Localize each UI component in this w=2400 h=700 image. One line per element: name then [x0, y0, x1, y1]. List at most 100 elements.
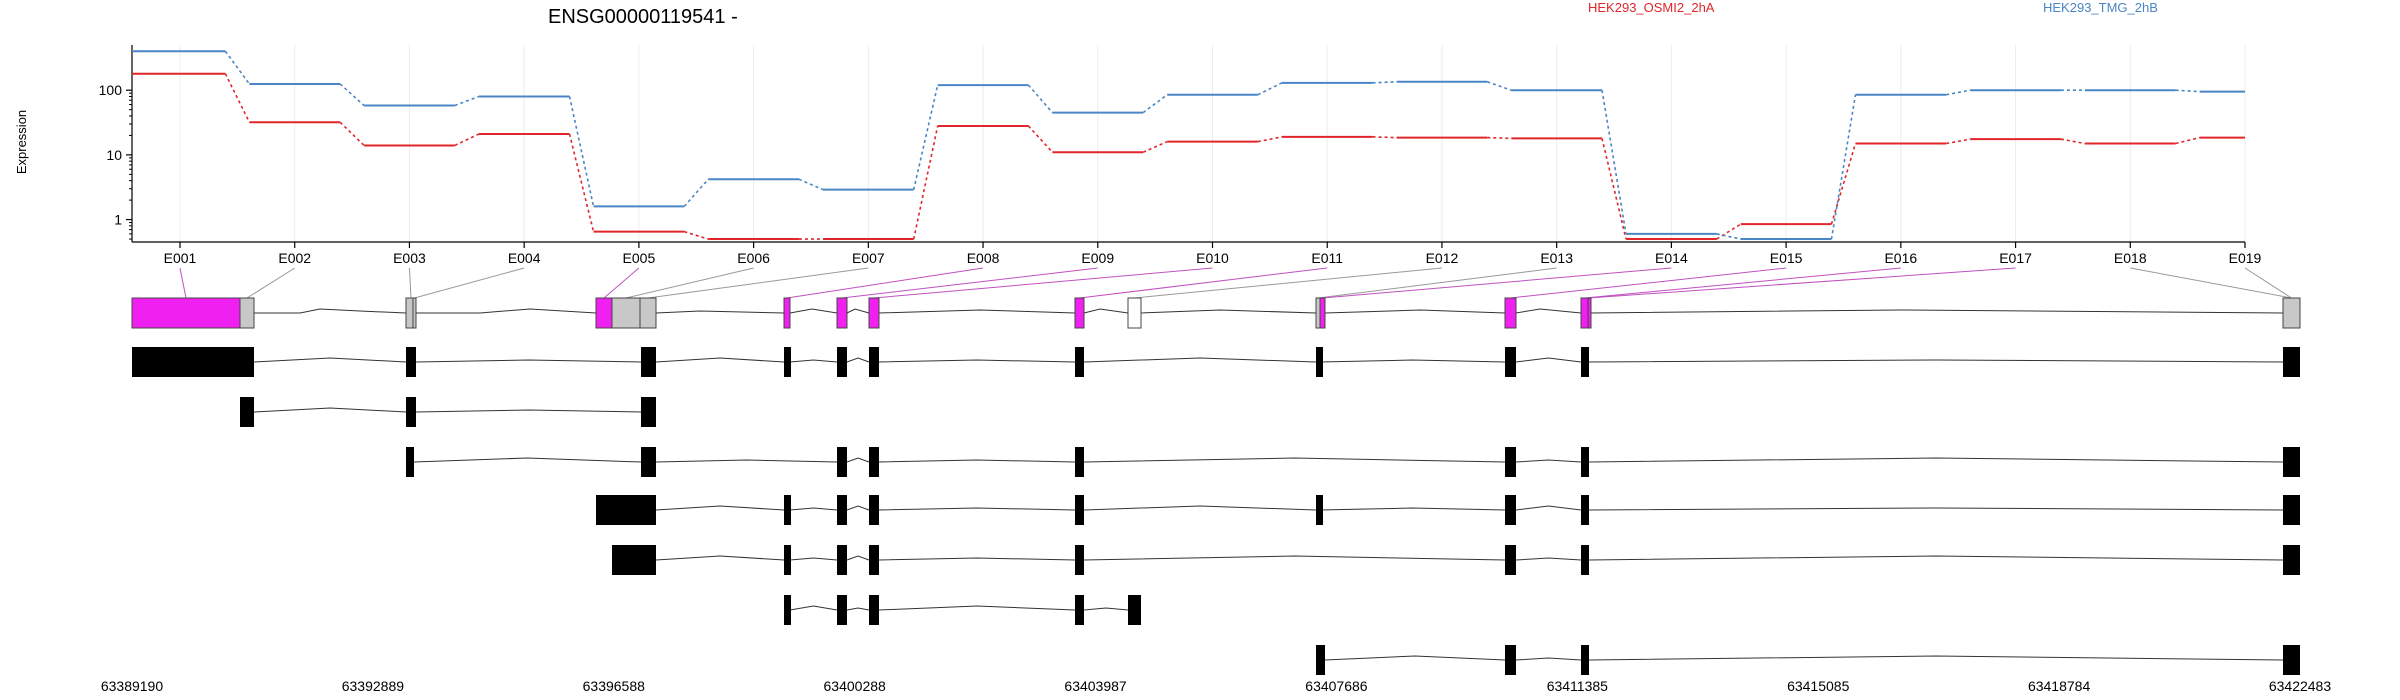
transcript-intron [655, 555, 2284, 561]
x-tick-label: E010 [1196, 250, 1229, 266]
x-tick-label: E013 [1540, 250, 1573, 266]
exon-connector [625, 267, 754, 299]
exon-connector [2244, 267, 2292, 299]
exon-connector [408, 267, 412, 299]
transcript-exon [406, 447, 414, 477]
x-tick-label: E002 [278, 250, 311, 266]
transcript-2 [240, 397, 656, 427]
transcript-7 [1316, 645, 2300, 675]
transcript-exon [869, 347, 879, 377]
exon-connector [841, 267, 1098, 299]
exon-connector [786, 267, 984, 299]
x-tick-label: E018 [2114, 250, 2147, 266]
exon-connector [414, 267, 525, 299]
transcript-exon [240, 397, 254, 427]
series-transition [224, 50, 251, 85]
exon-box [412, 297, 417, 329]
connector-layer [179, 267, 2292, 299]
series-transition [454, 95, 480, 107]
exon-connector [1134, 267, 1442, 299]
transcript-exon [1075, 595, 1084, 625]
exon-connector [246, 267, 295, 299]
transcript-exon [837, 447, 847, 477]
transcript-exon [406, 397, 416, 427]
exon-connector [1079, 267, 1328, 299]
exon-box [611, 297, 641, 329]
series-transition [798, 178, 824, 191]
transcript-exon [2283, 645, 2300, 675]
series-transition [1372, 80, 1397, 84]
x-tick-label: E009 [1081, 250, 1114, 266]
legend-label-series-2: HEK293_TMG_2hB [2043, 0, 2158, 15]
coordinate-tick-label: 63407686 [1305, 678, 1368, 694]
y-tick-label: 1 [114, 212, 122, 228]
series-transition [1716, 223, 1742, 240]
series-2 [132, 50, 2245, 241]
series-transition [1257, 82, 1283, 96]
series-transition [339, 121, 365, 147]
transcript-exon [784, 595, 791, 625]
series-transition [1257, 136, 1283, 143]
transcript-exon [1316, 495, 1323, 525]
coordinate-tick-label: 63400288 [824, 678, 887, 694]
series-1 [132, 72, 2245, 241]
transcript-exon [837, 545, 847, 575]
exon-box [595, 297, 613, 329]
series-transition [912, 125, 939, 240]
exon-map-intron-line [254, 308, 2284, 314]
transcript-exon [132, 347, 254, 377]
exon-box [1315, 297, 1321, 329]
transcript-exon [1128, 595, 1141, 625]
series-transition [1372, 136, 1397, 139]
transcript-exon [641, 397, 656, 427]
series-transition [568, 96, 595, 207]
series-transition [1716, 233, 1741, 240]
transcript-exon [406, 347, 416, 377]
transcript-exon [1075, 447, 1084, 477]
x-tick-label: E005 [623, 250, 656, 266]
series-transition [2175, 136, 2200, 145]
exon-box [1587, 297, 1592, 329]
series-transition [454, 133, 480, 147]
transcript-exon [1075, 347, 1084, 377]
transcript-exon [1581, 545, 1589, 575]
exon-connector [2130, 267, 2292, 299]
exon-box [836, 297, 848, 329]
x-tick-label: E016 [1884, 250, 1917, 266]
transcript-exon [837, 495, 847, 525]
series-transition [2175, 89, 2200, 93]
exon-connector [1584, 267, 1901, 299]
transcript-exon [2283, 545, 2300, 575]
transcript-exon [1075, 495, 1084, 525]
transcript-exon [641, 447, 656, 477]
axes-layer: 1 10 100 E001 E002 E003 E004 E005 E006 E007 E008 E0… [99, 45, 2262, 266]
series-transition [684, 230, 709, 240]
chart-title: ENSG00000119541 - [548, 6, 738, 28]
x-tick-label: E017 [1999, 250, 2032, 266]
series-transition [912, 84, 939, 190]
legend-label-series-1: HEK293_OSMI2_2hA [1588, 0, 1715, 15]
series-transition [1946, 138, 1971, 145]
transcript-exon [1581, 347, 1589, 377]
transcript-exon [837, 347, 847, 377]
series-transition [1142, 94, 1168, 114]
x-tick-label: E015 [1770, 250, 1803, 266]
coordinate-tick-label: 63389190 [101, 678, 164, 694]
transcript-tracks [132, 347, 2300, 675]
coordinate-tick-label: 63422483 [2269, 678, 2332, 694]
transcript-1 [132, 347, 2300, 377]
transcript-exon [1505, 447, 1516, 477]
x-tick-label: E008 [967, 250, 1000, 266]
x-tick-label: E004 [508, 250, 541, 266]
transcript-exon [2283, 347, 2300, 377]
series-transition [1487, 136, 1512, 140]
series-transition [224, 73, 251, 123]
exon-box [131, 297, 241, 329]
exon-connector [1510, 267, 1787, 299]
y-tick-label: 10 [106, 147, 122, 163]
series-transition [1601, 138, 1627, 240]
transcript-exon [784, 495, 791, 525]
transcript-exon [1505, 645, 1516, 675]
transcript-exon [1505, 545, 1516, 575]
